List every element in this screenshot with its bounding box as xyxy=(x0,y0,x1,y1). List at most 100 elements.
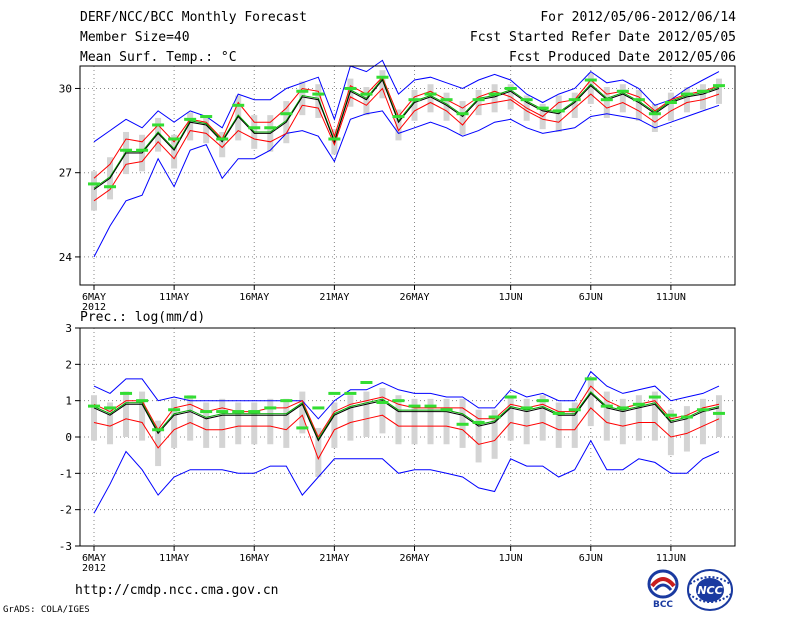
temp-ytick-label: 27 xyxy=(59,167,72,180)
temp-median-mark xyxy=(648,112,661,116)
temp-median-mark xyxy=(280,112,293,116)
prec-median-mark xyxy=(632,402,645,406)
prec-spread-box xyxy=(715,395,722,437)
prec-spread-box xyxy=(491,409,498,459)
prec-median-mark xyxy=(536,399,549,403)
temp-median-mark xyxy=(344,86,357,90)
prec-median-mark xyxy=(584,377,597,381)
temp-xtick-label: 26MAY xyxy=(399,292,429,303)
temp-spread-box xyxy=(235,95,242,141)
member-size: Member Size=40 xyxy=(80,30,190,45)
temp-median-mark xyxy=(88,182,100,186)
prec-median-mark xyxy=(424,404,437,408)
prec-median-mark xyxy=(168,408,181,412)
prec-spread-box xyxy=(651,391,658,441)
prec-spread-box xyxy=(475,409,482,463)
prec-spread-box xyxy=(363,391,370,437)
prec-spread-box xyxy=(395,395,402,445)
header-left: DERF/NCC/BCC Monthly Forecast Member Siz… xyxy=(80,10,307,70)
prec-spread-box xyxy=(331,402,338,448)
temp-spread-box xyxy=(299,81,306,116)
temp-spread-box xyxy=(603,87,610,118)
temp-median-mark xyxy=(680,92,693,96)
prec-median-mark xyxy=(136,399,149,403)
prec-xtick-label: 1JUN xyxy=(499,553,523,564)
prec-spread-box xyxy=(251,402,258,445)
precip-title: Prec.: log(mm/d) xyxy=(80,310,206,325)
prec-median-mark xyxy=(216,410,229,414)
chart-title: DERF/NCC/BCC Monthly Forecast xyxy=(80,10,307,25)
temp-mean-line xyxy=(93,79,720,190)
temp-median-mark xyxy=(664,101,677,104)
prec-upper-line xyxy=(93,385,720,439)
temp-xtick-label: 1JUN xyxy=(499,292,523,303)
prec-spread-box xyxy=(539,395,546,441)
prec-spread-box xyxy=(555,402,562,448)
prec-spread-box xyxy=(139,391,146,441)
prec-median-mark xyxy=(520,406,533,410)
prec-median-mark xyxy=(248,410,261,414)
prec-ytick-label: 3 xyxy=(65,322,72,335)
prec-spread-box xyxy=(587,377,594,427)
prec-median-mark xyxy=(552,411,565,415)
temp-median-mark xyxy=(312,92,325,96)
prec-median-mark xyxy=(296,426,309,430)
prec-spread-box xyxy=(123,391,130,437)
temp-spread-box xyxy=(571,92,578,118)
prec-spread-box xyxy=(507,395,514,441)
grads-credit: GrADS: COLA/IGES xyxy=(3,605,90,615)
temp-median-mark xyxy=(232,103,245,107)
temp-median-mark xyxy=(712,84,725,88)
prec-spread-box xyxy=(107,402,114,445)
bcc-logo-text: BCC xyxy=(653,600,673,610)
prec-median-mark xyxy=(568,408,581,412)
temp-spread-box xyxy=(443,92,450,121)
prec-spread-box xyxy=(411,398,418,445)
prec-spread-box xyxy=(187,395,194,441)
temp-ytick-label: 24 xyxy=(59,251,73,264)
temp-xtick-label: 21MAY xyxy=(319,292,349,303)
temp-spread-box xyxy=(155,117,162,152)
prec-median-mark xyxy=(152,428,165,432)
temp-spread-box xyxy=(491,84,498,113)
prec-xtick-label: 26MAY xyxy=(399,553,429,564)
temp-spread-box xyxy=(203,115,210,144)
prec-median-mark xyxy=(344,391,357,395)
header-right: For 2012/05/06-2012/06/14 Fcst Started R… xyxy=(470,10,736,70)
prec-spread-box xyxy=(699,398,706,445)
temp-median-mark xyxy=(600,98,613,102)
temp-median-mark xyxy=(120,148,133,152)
prec-median-mark xyxy=(440,408,453,412)
ncc-logo: NCC xyxy=(687,569,733,611)
temp-spread-box xyxy=(475,89,482,116)
temp-min-line xyxy=(93,104,720,258)
temp-spread-box xyxy=(667,92,674,121)
temp-max-line xyxy=(93,59,720,143)
prec-median-mark xyxy=(408,404,421,408)
prec-spread-box xyxy=(91,395,97,441)
prec-median-mark xyxy=(504,395,517,399)
temp-median-mark xyxy=(200,115,213,119)
start-refer-date: Fcst Started Refer Date 2012/05/05 xyxy=(469,30,736,45)
temp-xtick-label: 6JUN xyxy=(579,292,603,303)
temp-median-mark xyxy=(408,98,421,102)
temp-frame xyxy=(79,65,736,286)
prec-lower-line xyxy=(93,407,720,460)
prec-ytick-label: -1 xyxy=(59,467,72,480)
prec-ytick-label: 0 xyxy=(65,431,72,444)
temp-spread-box xyxy=(219,131,226,158)
prec-median-mark xyxy=(200,410,213,414)
website-url[interactable]: http://cmdp.ncc.cma.gov.cn xyxy=(75,583,279,598)
prec-xtick-label: 11MAY xyxy=(159,553,189,564)
prec-median-mark xyxy=(312,406,325,410)
temp-median-mark xyxy=(488,92,501,96)
prec-median-mark xyxy=(280,399,293,403)
prec-spread-box xyxy=(619,398,626,445)
prec-median-mark xyxy=(488,415,501,419)
prec-spread-box xyxy=(523,398,530,445)
prec-spread-box xyxy=(315,427,322,477)
temp-spread-box xyxy=(459,101,466,135)
